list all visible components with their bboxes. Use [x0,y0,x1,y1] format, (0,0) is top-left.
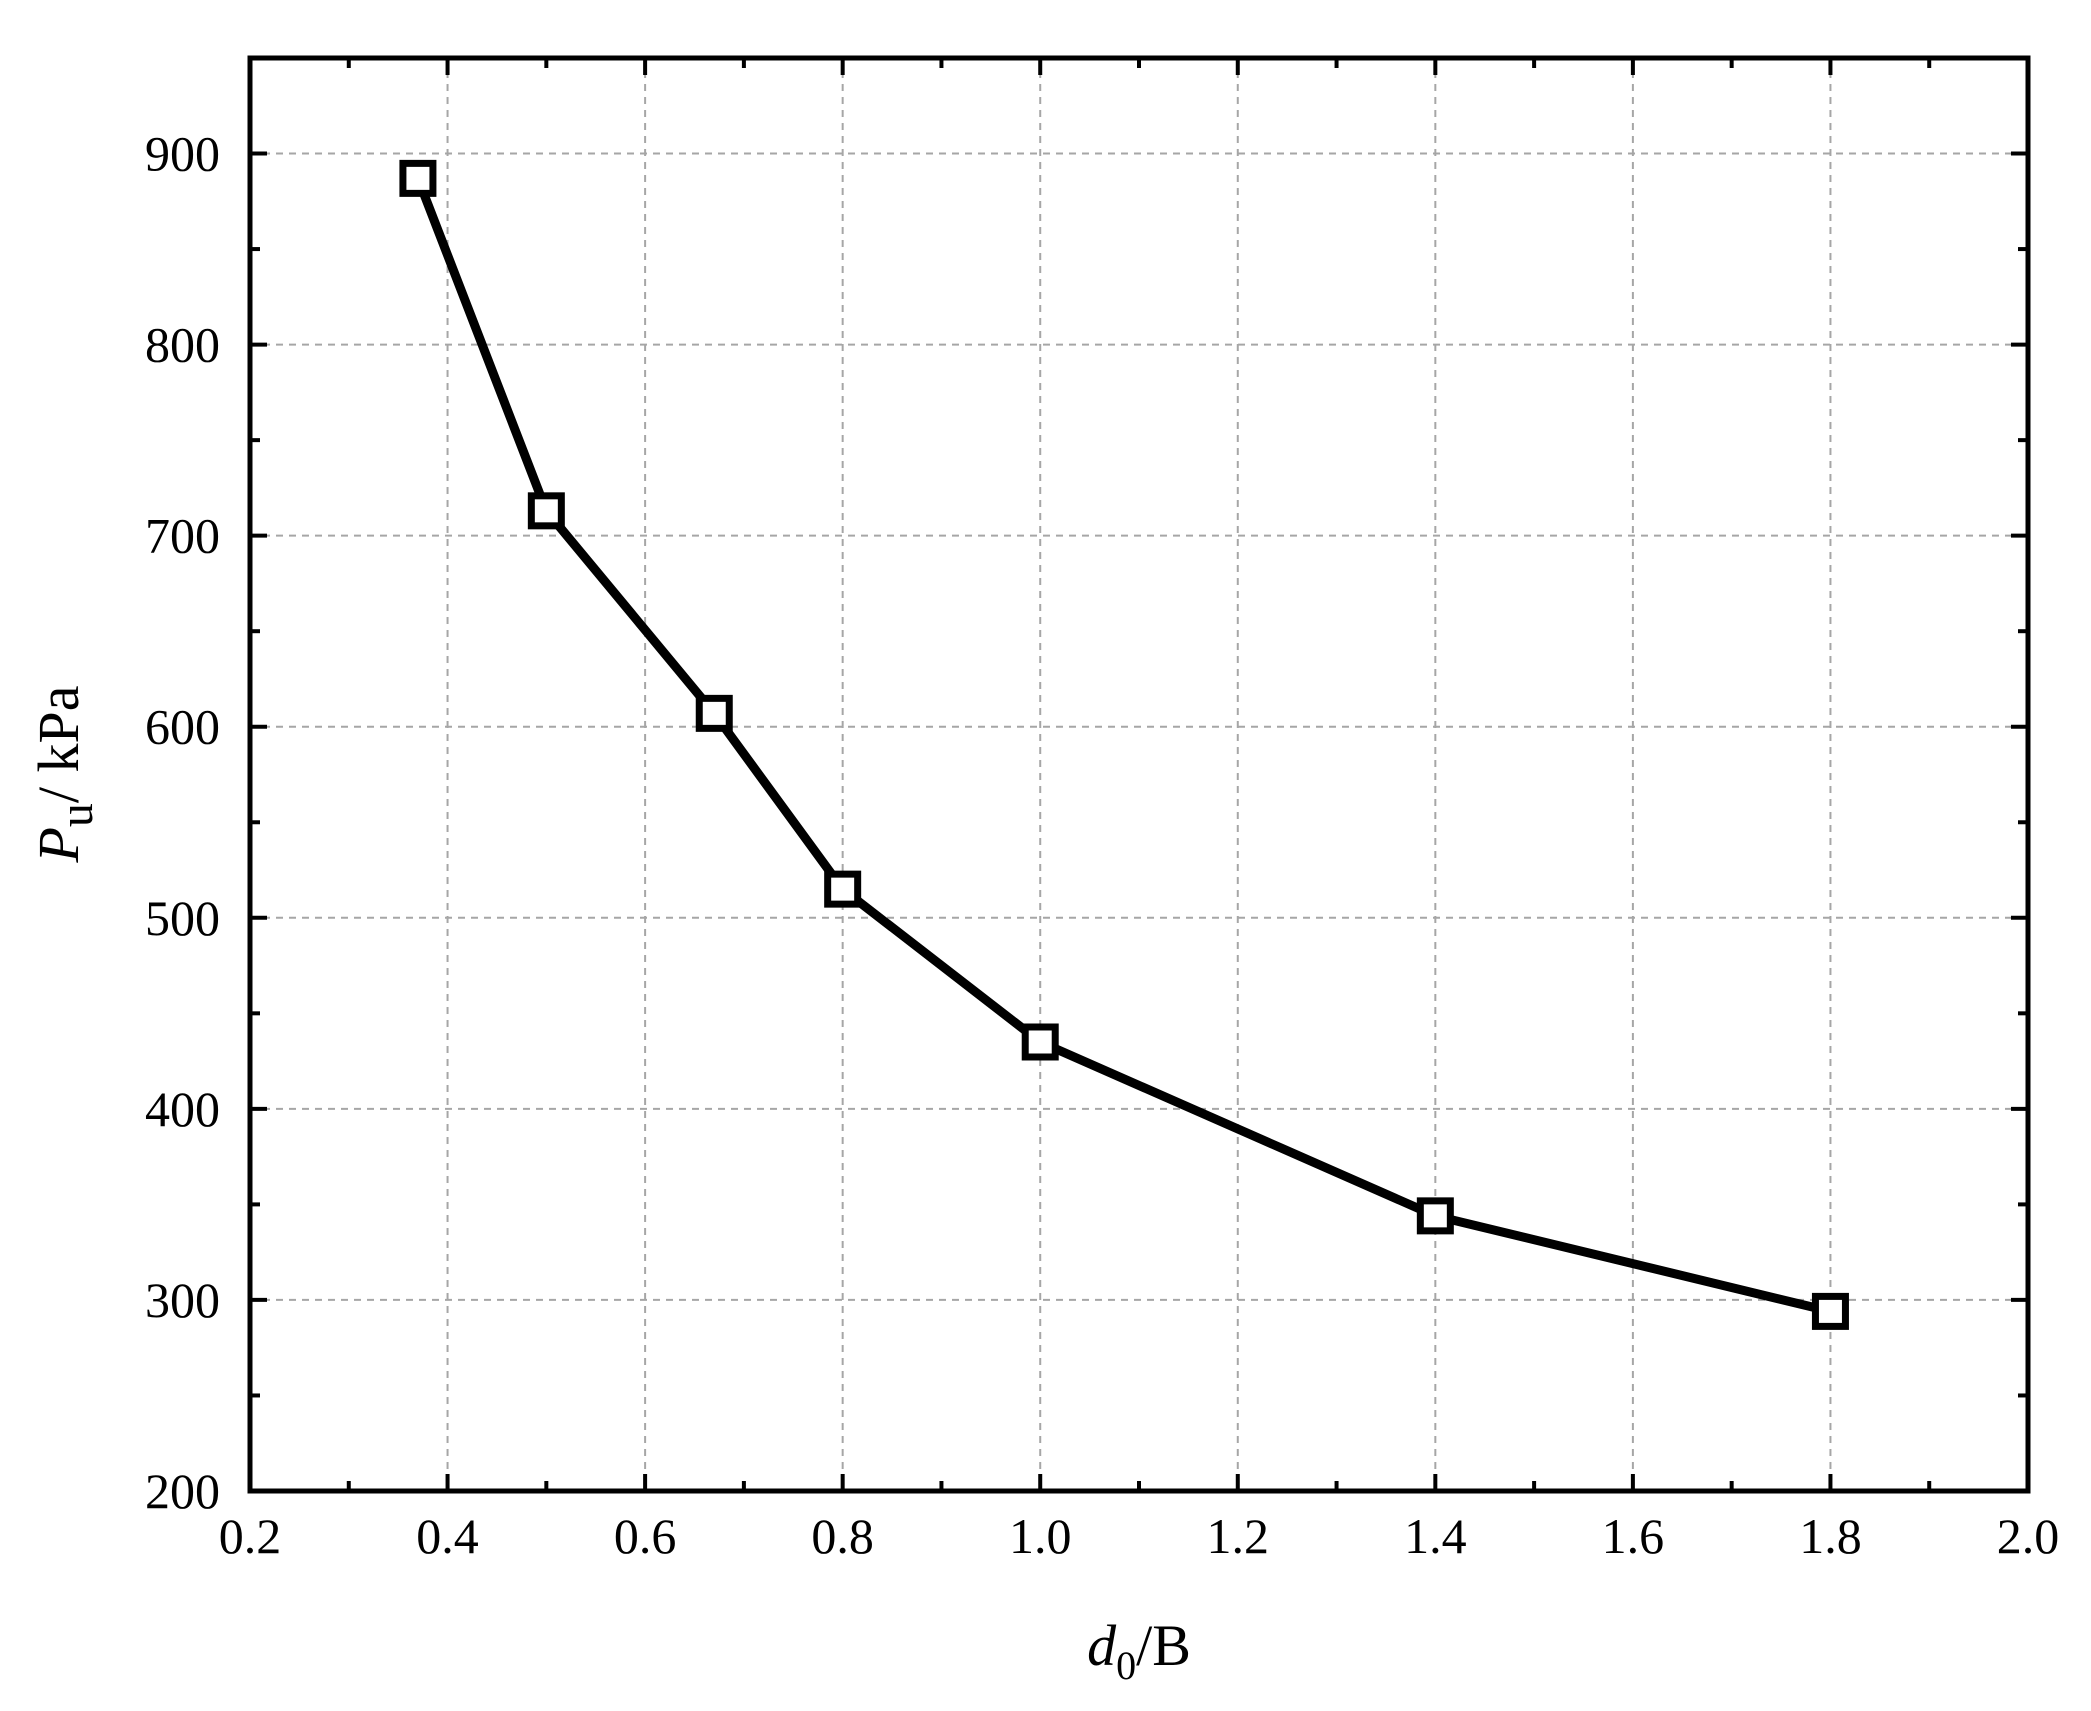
data-point-marker [695,694,733,732]
x-tick-label: 0.4 [416,1508,479,1564]
x-tick-label: 1.8 [1799,1508,1862,1564]
y-axis-title-suffix: / kPa [26,685,91,803]
data-point-marker [824,870,862,908]
x-tick-label: 2.0 [1997,1508,2060,1564]
y-axis-title-main: P [26,827,91,863]
x-tick-label: 0.6 [614,1508,677,1564]
x-axis-title-subscript: 0 [1116,1643,1136,1688]
y-tick-label: 800 [145,317,220,373]
x-tick-label: 1.2 [1207,1508,1270,1564]
grid-lines [250,58,2028,1491]
y-tick-label: 300 [145,1272,220,1328]
data-point-marker [527,492,565,530]
x-tick-label: 1.4 [1404,1508,1467,1564]
data-point-marker [399,159,437,197]
x-axis-title: d0/B [1087,1613,1191,1688]
x-axis-title-main: d [1087,1613,1117,1678]
data-point-marker [1021,1023,1059,1061]
x-tick-label: 1.6 [1602,1508,1665,1564]
y-tick-labels: 200 300 400 500 600 700 800 900 [145,126,220,1519]
data-point-marker [1811,1292,1849,1330]
y-tick-label: 700 [145,508,220,564]
plot-frame [247,55,2031,1494]
x-tick-labels: 0.2 0.4 0.6 0.8 1.0 1.2 1.4 1.6 1.8 2.0 [219,1508,2060,1564]
y-tick-label: 200 [145,1463,220,1519]
x-tick-label: 1.0 [1009,1508,1072,1564]
y-tick-label: 900 [145,126,220,182]
x-tick-label: 0.2 [219,1508,282,1564]
y-axis-title: Pu/ kPa [26,685,103,863]
axis-ticks [248,58,2030,1493]
y-tick-label: 500 [145,890,220,946]
series [399,159,1849,1330]
x-axis-title-suffix: /B [1136,1613,1191,1678]
data-point-marker [1416,1197,1454,1235]
y-axis-title-subscript: u [50,803,103,827]
series-line [413,176,1832,1316]
y-tick-label: 600 [145,699,220,755]
y-tick-label: 400 [145,1081,220,1137]
x-tick-label: 0.8 [811,1508,874,1564]
